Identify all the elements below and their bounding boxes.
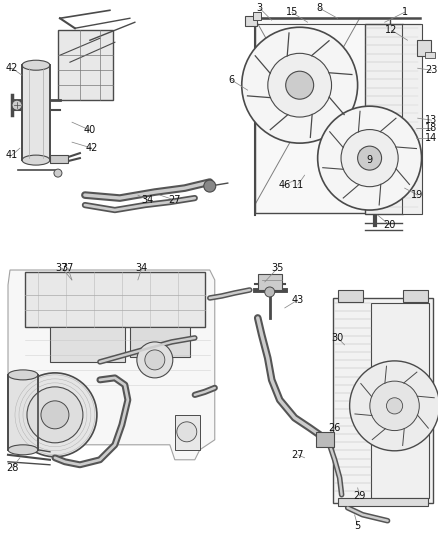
Bar: [22, 65, 50, 160]
Bar: [245, 17, 257, 26]
Text: 5: 5: [354, 521, 361, 531]
Text: 34: 34: [142, 195, 154, 205]
Bar: [175, 415, 200, 450]
Circle shape: [13, 373, 97, 457]
Circle shape: [265, 287, 275, 297]
Text: 46: 46: [279, 180, 291, 190]
Text: 1: 1: [402, 7, 408, 17]
Text: 27: 27: [291, 450, 304, 460]
FancyBboxPatch shape: [58, 30, 113, 101]
Bar: [364, 25, 403, 214]
Bar: [130, 327, 190, 357]
Bar: [50, 155, 68, 163]
Circle shape: [359, 148, 380, 168]
Text: 18: 18: [425, 123, 438, 133]
Circle shape: [288, 74, 311, 97]
Bar: [417, 41, 431, 56]
Bar: [332, 298, 433, 503]
Polygon shape: [8, 270, 215, 460]
Circle shape: [12, 100, 22, 110]
Bar: [403, 290, 427, 302]
Text: 40: 40: [84, 125, 96, 135]
Text: 43: 43: [292, 295, 304, 305]
Text: 42: 42: [6, 63, 18, 73]
Ellipse shape: [22, 155, 50, 165]
Ellipse shape: [22, 60, 50, 70]
Circle shape: [357, 146, 381, 170]
Text: 27: 27: [169, 195, 181, 205]
Text: 12: 12: [385, 25, 398, 35]
Circle shape: [286, 71, 314, 99]
Text: 11: 11: [292, 180, 304, 190]
Text: 6: 6: [229, 75, 235, 85]
Circle shape: [242, 27, 357, 143]
Text: 14: 14: [425, 133, 438, 143]
Circle shape: [318, 106, 421, 210]
Text: 15: 15: [286, 7, 298, 17]
Text: 23: 23: [425, 65, 438, 75]
Bar: [424, 52, 434, 58]
Text: 20: 20: [383, 220, 396, 230]
Ellipse shape: [8, 445, 38, 455]
Circle shape: [341, 130, 398, 187]
Text: 35: 35: [272, 263, 284, 273]
Text: 29: 29: [353, 491, 366, 500]
Ellipse shape: [8, 370, 38, 380]
Circle shape: [27, 387, 83, 443]
Circle shape: [268, 53, 332, 117]
Bar: [371, 303, 428, 498]
Circle shape: [350, 361, 438, 451]
Text: 42: 42: [86, 143, 98, 153]
Circle shape: [145, 350, 165, 370]
Bar: [316, 432, 334, 447]
Circle shape: [137, 342, 173, 378]
Text: 26: 26: [328, 423, 341, 433]
Circle shape: [54, 169, 62, 177]
Circle shape: [41, 401, 69, 429]
Bar: [338, 290, 363, 302]
Bar: [25, 272, 205, 327]
Bar: [258, 274, 282, 290]
Bar: [402, 25, 421, 214]
Circle shape: [177, 422, 197, 442]
Text: 37: 37: [56, 263, 68, 273]
Bar: [8, 375, 38, 450]
Text: 9: 9: [367, 155, 373, 165]
Bar: [50, 327, 125, 362]
Text: 34: 34: [136, 263, 148, 273]
Text: 37: 37: [62, 263, 74, 273]
Text: 28: 28: [6, 463, 18, 473]
Text: 8: 8: [317, 3, 323, 13]
Bar: [253, 12, 261, 20]
Circle shape: [370, 381, 419, 431]
Circle shape: [386, 398, 403, 414]
Text: 30: 30: [332, 333, 344, 343]
Bar: [255, 18, 389, 213]
Bar: [338, 498, 427, 506]
Text: 19: 19: [411, 190, 424, 200]
Text: 13: 13: [425, 115, 438, 125]
Text: 41: 41: [6, 150, 18, 160]
Text: 3: 3: [257, 3, 263, 13]
Circle shape: [204, 180, 216, 192]
